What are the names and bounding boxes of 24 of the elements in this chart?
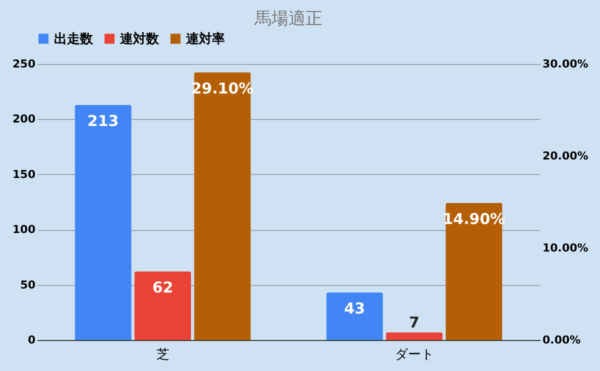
data-label: 7 xyxy=(409,313,420,332)
y2-tick-label: 30.00% xyxy=(542,58,588,70)
x-tick-label: 芝 xyxy=(156,348,170,362)
y-tick-label: 250 xyxy=(12,58,36,70)
y2-tick-label: 10.00% xyxy=(542,242,588,254)
y-tick-label: 100 xyxy=(12,223,36,236)
y-tick-label: 50 xyxy=(20,278,36,292)
y2-tick-label: 20.00% xyxy=(542,150,588,162)
y-tick-label: 150 xyxy=(12,168,36,181)
y-tick-label: 200 xyxy=(12,112,36,126)
legend-label: 出走数 xyxy=(54,32,94,47)
data-label: 43 xyxy=(344,300,366,318)
legend-label: 連対数 xyxy=(119,30,160,47)
bar xyxy=(74,104,132,340)
y-tick-label: 0 xyxy=(28,334,36,346)
bar xyxy=(326,292,383,340)
legend-label: 連対率 xyxy=(185,30,225,47)
x-tick-label: ダート xyxy=(394,348,434,362)
chart-title: 馬場適正 xyxy=(254,9,322,29)
data-label: 213 xyxy=(87,112,119,130)
y2-tick-label: 0.00% xyxy=(542,334,581,346)
bar xyxy=(386,332,443,340)
data-label: 62 xyxy=(152,278,174,297)
bar xyxy=(134,272,192,340)
